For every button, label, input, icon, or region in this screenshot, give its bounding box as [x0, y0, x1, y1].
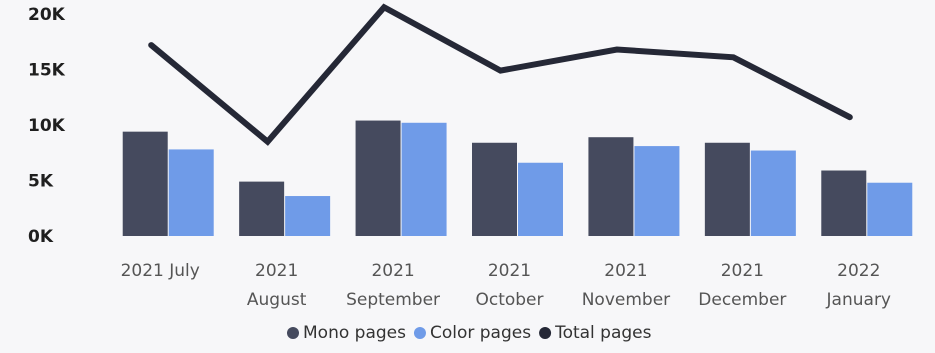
bar-color-pages[interactable]	[285, 196, 331, 236]
bar-mono-pages[interactable]	[239, 181, 285, 236]
x-axis: 2021 July 2021 August 2021 September 2021 Octo…	[121, 261, 891, 310]
x-tick-label: 2021	[371, 261, 414, 281]
y-tick-label: 20K	[28, 5, 66, 25]
y-tick-label: 15K	[28, 61, 66, 81]
x-tick-label: 2021 July	[121, 261, 200, 281]
bar-mono-pages[interactable]	[472, 142, 517, 236]
legend: Mono pages Color pages Total pages	[287, 323, 652, 343]
y-tick-label: 5K	[28, 172, 54, 192]
x-tick-label: 2021	[488, 261, 531, 281]
bar-color-pages[interactable]	[168, 149, 214, 236]
bar-mono-pages[interactable]	[588, 137, 634, 236]
x-tick-label: August	[247, 290, 307, 310]
x-tick-label: 2022	[837, 261, 880, 281]
x-tick-label: 2021	[604, 261, 647, 281]
bar-mono-pages[interactable]	[704, 142, 750, 236]
x-tick-label: November	[582, 290, 670, 310]
bar-mono-pages[interactable]	[821, 170, 867, 236]
y-tick-label: 10K	[28, 116, 66, 136]
bar-color-pages[interactable]	[401, 122, 447, 236]
bar-mono-pages[interactable]	[355, 120, 401, 236]
legend-marker	[413, 327, 426, 339]
bar-color-pages[interactable]	[518, 162, 563, 236]
legend-label[interactable]: Mono pages	[303, 323, 406, 343]
line-series-group	[148, 3, 853, 146]
legend-marker	[539, 327, 552, 339]
bar-mono-pages[interactable]	[122, 131, 168, 236]
bar-color-pages[interactable]	[867, 182, 913, 236]
bar-color-pages[interactable]	[634, 146, 680, 236]
x-tick-label: January	[826, 290, 891, 310]
bar-series-group	[122, 120, 913, 236]
legend-label[interactable]: Color pages	[430, 323, 531, 343]
line-total-pages[interactable]	[148, 3, 853, 146]
x-tick-label: October	[475, 290, 543, 310]
legend-label[interactable]: Total pages	[554, 323, 652, 343]
x-tick-label: 2021	[255, 261, 298, 281]
bar-color-pages[interactable]	[750, 150, 796, 236]
x-tick-label: 2021	[721, 261, 764, 281]
x-tick-label: September	[346, 290, 440, 310]
y-axis: 0K 5K 10K 15K 20K	[28, 5, 66, 247]
x-tick-label: December	[698, 290, 786, 310]
y-tick-label: 0K	[28, 227, 54, 247]
legend-marker	[287, 327, 299, 339]
